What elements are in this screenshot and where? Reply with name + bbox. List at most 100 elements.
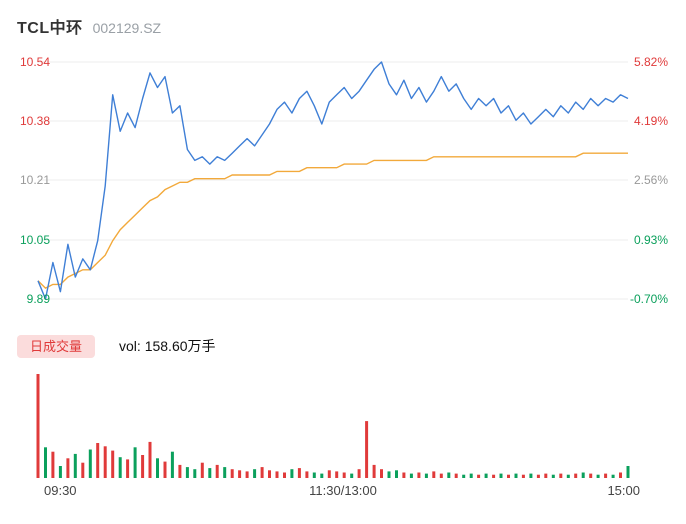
volume-bar (551, 474, 555, 478)
volume-chart[interactable] (0, 368, 686, 480)
volume-bar (492, 474, 496, 478)
volume-bar (395, 470, 398, 478)
volume-bar (574, 473, 578, 478)
time-label-midday: 11:30/13:00 (309, 483, 377, 498)
price-tick-0: 10.54 (19, 55, 50, 69)
volume-bar (380, 469, 383, 478)
volume-bar (163, 461, 167, 478)
volume-bar (499, 473, 503, 478)
volume-bar (529, 473, 533, 478)
volume-bar (81, 462, 85, 478)
volume-bar (409, 473, 413, 478)
volume-bar (544, 473, 548, 478)
volume-bar (51, 451, 55, 478)
percent-tick-0: 5.82% (633, 55, 668, 69)
volume-bar (626, 466, 630, 478)
volume-header: 日成交量 vol: 158.60万手 (17, 334, 216, 358)
volume-bar (305, 471, 309, 478)
volume-bar (365, 421, 369, 478)
volume-bar (36, 374, 40, 478)
volume-chart-area (0, 368, 686, 480)
volume-bar (536, 474, 540, 478)
volume-bar (297, 468, 301, 478)
stock-code: 002129.SZ (92, 20, 162, 36)
volume-bar (424, 473, 428, 478)
stock-name: TCL中环 (17, 20, 83, 37)
volume-bar (484, 473, 488, 478)
volume-bar (589, 473, 593, 478)
volume-bar (581, 472, 585, 478)
volume-bar (566, 474, 570, 478)
volume-bar (462, 474, 466, 478)
volume-bar (185, 467, 189, 478)
volume-bar (170, 451, 174, 478)
price-chart-area: 10.54 10.38 10.21 10.05 9.89 5.82% 4.19% 2.56%… (0, 40, 686, 312)
price-tick-2: 10.21 (19, 173, 50, 187)
volume-bar (111, 450, 115, 478)
price-tick-1: 10.38 (19, 114, 50, 128)
volume-bar (432, 471, 436, 478)
volume-bar (103, 446, 107, 478)
volume-bar (66, 458, 70, 478)
volume-bar (335, 471, 339, 478)
price-line (37, 61, 629, 300)
volume-bar (96, 443, 100, 478)
volume-legend-badge[interactable]: 日成交量 (17, 334, 96, 358)
time-axis: 09:30 11:30/13:00 15:00 (0, 483, 686, 501)
volume-bar (148, 441, 152, 478)
volume-bar (619, 472, 622, 478)
volume-bar (372, 464, 376, 478)
time-label-open: 09:30 (44, 483, 77, 498)
volume-bar (141, 455, 145, 478)
volume-bar (133, 447, 137, 478)
volume-value: vol: 158.60万手 (119, 338, 216, 354)
volume-bar (193, 469, 197, 478)
volume-bar (402, 472, 406, 478)
volume-bar (260, 467, 264, 478)
percent-tick-4: -0.70% (629, 292, 668, 306)
volume-bar (312, 472, 316, 478)
volume-bar (611, 474, 615, 478)
volume-bar (604, 473, 608, 478)
volume-bar (387, 471, 391, 478)
volume-bar (156, 458, 159, 478)
volume-bar (88, 449, 92, 478)
percent-tick-3: 0.93% (633, 233, 668, 247)
volume-bar (58, 466, 62, 478)
price-tick-3: 10.05 (19, 233, 50, 247)
volume-bar (178, 464, 182, 478)
volume-bar (200, 462, 204, 478)
volume-bar (268, 470, 271, 478)
volume-bar (454, 473, 458, 478)
volume-bar (118, 457, 122, 478)
volume-bar (514, 473, 518, 478)
volume-bar (596, 474, 600, 478)
volume-bar (253, 469, 257, 478)
price-tick-4: 9.89 (26, 292, 50, 306)
volume-bar (290, 469, 294, 478)
header: TCL中环 002129.SZ (17, 14, 161, 38)
price-chart[interactable] (0, 40, 686, 312)
volume-bar (215, 464, 219, 478)
volume-bar (477, 474, 481, 478)
volume-bar (126, 459, 130, 478)
volume-bar (559, 473, 563, 478)
volume-bar (44, 447, 47, 478)
volume-bar (245, 471, 249, 478)
volume-bar (521, 474, 525, 478)
volume-bar (447, 472, 451, 478)
volume-bar (417, 472, 421, 478)
avg-price-line (37, 152, 628, 289)
volume-bar (230, 469, 234, 478)
volume-bar (208, 468, 212, 478)
volume-bar (507, 474, 510, 478)
volume-bar (357, 469, 361, 478)
volume-bar (320, 473, 324, 478)
volume-bar (283, 472, 286, 478)
time-label-close: 15:00 (607, 483, 640, 498)
volume-bar (439, 473, 443, 478)
volume-bar (223, 467, 227, 478)
volume-bar (73, 453, 77, 478)
volume-bar (350, 473, 354, 478)
